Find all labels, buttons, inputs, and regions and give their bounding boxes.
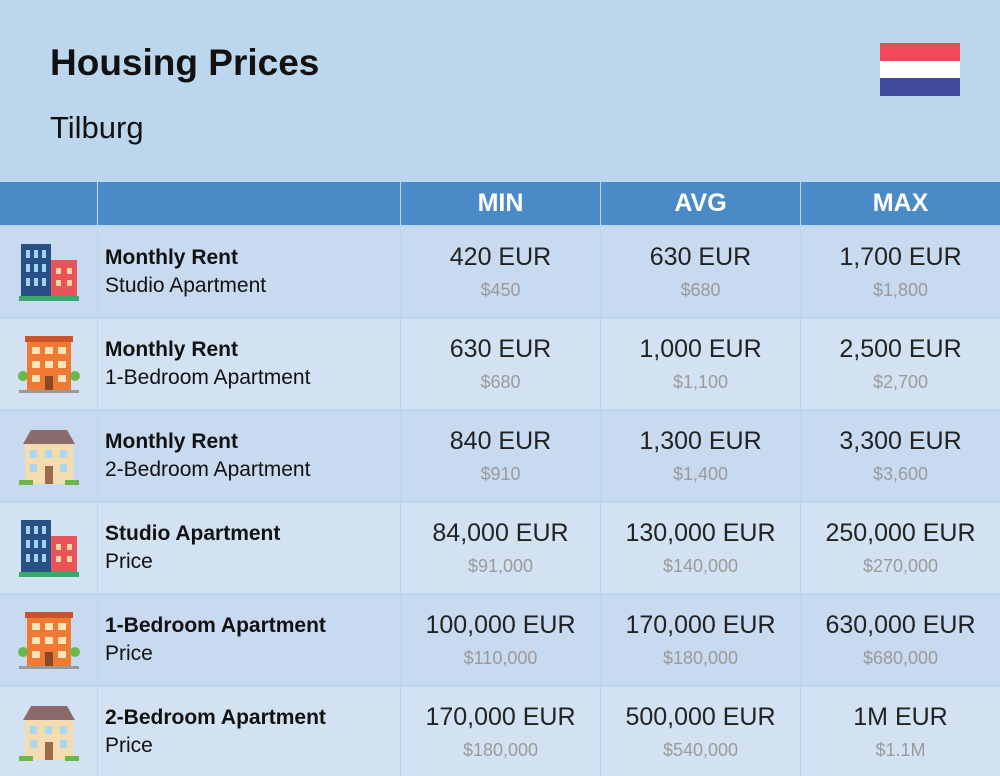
- row-title: 2-Bedroom Apartment: [105, 706, 326, 729]
- price-usd: $450: [480, 280, 521, 300]
- row-icon: [17, 700, 81, 764]
- icon-cell: [0, 687, 97, 776]
- row-label: Monthly Rent Studio Apartment: [98, 227, 400, 317]
- value-cell: 420 EUR $450: [401, 227, 600, 317]
- row-icon: [17, 424, 81, 488]
- value-cell: 130,000 EUR $140,000: [601, 503, 800, 593]
- price-usd: $180,000: [462, 740, 539, 760]
- price-eur: 1,000 EUR: [639, 335, 762, 363]
- value-cell: 630 EUR $680: [401, 319, 600, 409]
- column-header: MAX: [801, 182, 1000, 225]
- value-cell: 630 EUR $680: [601, 227, 800, 317]
- value-cell: 1,000 EUR $1,100: [601, 319, 800, 409]
- price-eur: 130,000 EUR: [625, 519, 776, 547]
- icon-cell: [0, 503, 97, 593]
- row-subtitle: Price: [105, 550, 153, 573]
- price-eur: 500,000 EUR: [625, 703, 776, 731]
- price-usd: $1,100: [672, 372, 729, 392]
- price-usd: $1,400: [672, 464, 729, 484]
- row-icon: [17, 608, 81, 672]
- flag: [880, 43, 960, 96]
- row-title: 1-Bedroom Apartment: [105, 614, 326, 637]
- flag-blue: [880, 78, 960, 96]
- row-title: Monthly Rent: [105, 430, 238, 453]
- row-icon: [17, 516, 81, 580]
- price-eur: 1M EUR: [853, 703, 948, 731]
- value-cell: 100,000 EUR $110,000: [401, 595, 600, 685]
- price-eur: 420 EUR: [449, 243, 552, 271]
- subtitle: Tilburg: [50, 110, 144, 145]
- value-cell: 2,500 EUR $2,700: [801, 319, 1000, 409]
- column-header: [0, 182, 97, 225]
- icon-cell: [0, 411, 97, 501]
- row-label: Monthly Rent 2-Bedroom Apartment: [98, 411, 400, 501]
- price-usd: $910: [480, 464, 521, 484]
- row-subtitle: Studio Apartment: [105, 274, 267, 297]
- value-cell: 1M EUR $1.1M: [801, 687, 1000, 776]
- icon-cell: [0, 319, 97, 409]
- price-usd: $540,000: [662, 740, 739, 760]
- row-label: Monthly Rent 1-Bedroom Apartment: [98, 319, 400, 409]
- title: Housing Prices: [50, 42, 320, 83]
- price-usd: $2,700: [872, 372, 929, 392]
- column-header: [98, 182, 400, 225]
- price-eur: 170,000 EUR: [425, 703, 576, 731]
- price-eur: 170,000 EUR: [625, 611, 776, 639]
- row-icon: [17, 332, 81, 396]
- row-title: Studio Apartment: [105, 522, 281, 545]
- price-usd: $680: [680, 280, 721, 300]
- price-usd: $1.1M: [875, 740, 926, 760]
- price-usd: $110,000: [463, 648, 538, 668]
- price-eur: 100,000 EUR: [425, 611, 576, 639]
- value-cell: 250,000 EUR $270,000: [801, 503, 1000, 593]
- price-eur: 1,700 EUR: [839, 243, 962, 271]
- row-subtitle: 2-Bedroom Apartment: [105, 458, 311, 481]
- row-label: 2-Bedroom Apartment Price: [98, 687, 400, 776]
- value-cell: 170,000 EUR $180,000: [601, 595, 800, 685]
- value-cell: 170,000 EUR $180,000: [401, 687, 600, 776]
- row-subtitle: Price: [105, 642, 153, 665]
- icon-cell: [0, 595, 97, 685]
- price-usd: $1,800: [872, 280, 929, 300]
- icon-cell: [0, 227, 97, 317]
- price-eur: 3,300 EUR: [839, 427, 962, 455]
- price-eur: 630,000 EUR: [825, 611, 976, 639]
- price-eur: 250,000 EUR: [825, 519, 976, 547]
- value-cell: 3,300 EUR $3,600: [801, 411, 1000, 501]
- value-cell: 1,300 EUR $1,400: [601, 411, 800, 501]
- price-usd: $140,000: [662, 556, 739, 576]
- price-usd: $680,000: [862, 648, 939, 668]
- price-usd: $680: [480, 372, 521, 392]
- price-eur: 840 EUR: [449, 427, 552, 455]
- price-usd: $3,600: [872, 464, 929, 484]
- value-cell: 500,000 EUR $540,000: [601, 687, 800, 776]
- flag-white: [880, 61, 960, 78]
- row-subtitle: 1-Bedroom Apartment: [105, 366, 311, 389]
- price-eur: 630 EUR: [649, 243, 752, 271]
- price-eur: 630 EUR: [449, 335, 552, 363]
- column-header: MIN: [401, 182, 600, 225]
- value-cell: 630,000 EUR $680,000: [801, 595, 1000, 685]
- value-cell: 1,700 EUR $1,800: [801, 227, 1000, 317]
- row-subtitle: Price: [105, 734, 153, 757]
- row-label: 1-Bedroom Apartment Price: [98, 595, 400, 685]
- price-usd: $180,000: [662, 648, 739, 668]
- price-usd: $91,000: [467, 556, 534, 576]
- row-label: Studio Apartment Price: [98, 503, 400, 593]
- price-eur: 1,300 EUR: [639, 427, 762, 455]
- row-icon: [17, 240, 81, 304]
- row-title: Monthly Rent: [105, 246, 238, 269]
- column-header: AVG: [601, 182, 800, 225]
- row-title: Monthly Rent: [105, 338, 238, 361]
- price-eur: 84,000 EUR: [432, 519, 569, 547]
- value-cell: 840 EUR $910: [401, 411, 600, 501]
- flag-red: [880, 43, 960, 61]
- value-cell: 84,000 EUR $91,000: [401, 503, 600, 593]
- price-eur: 2,500 EUR: [839, 335, 962, 363]
- price-usd: $270,000: [862, 556, 939, 576]
